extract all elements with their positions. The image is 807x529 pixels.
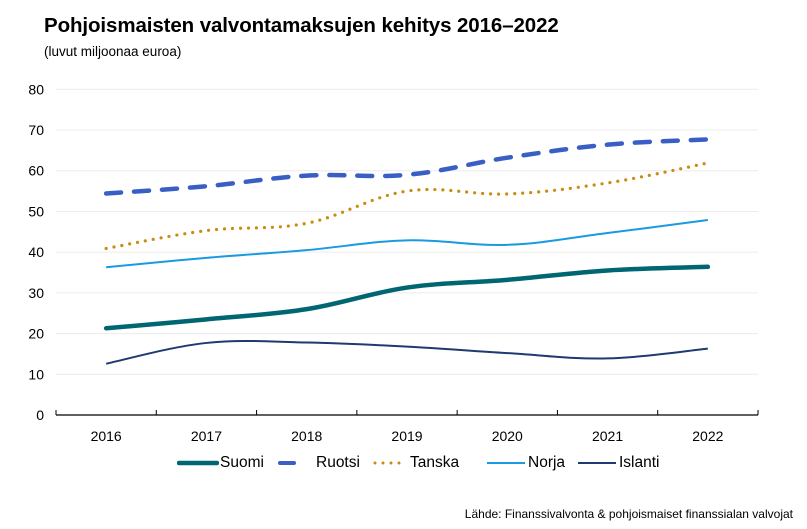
y-axis-tick-labels: 0 10 20 30 40 50 60 70 80 [28, 81, 44, 423]
legend-label-norja: Norja [528, 454, 566, 471]
x-tick-label: 2020 [492, 428, 523, 444]
legend: Suomi Ruotsi Tanska Norja Islanti [0, 452, 807, 474]
legend-swatch-suomi [177, 460, 219, 466]
series-line-suomi [103, 264, 711, 331]
chart-subtitle: (luvut miljoonaa euroa) [44, 44, 182, 59]
x-axis: 2016 2017 2018 2019 2020 2021 2022 [55, 410, 759, 444]
y-tick-label: 10 [28, 366, 44, 382]
gridlines [56, 88, 758, 375]
legend-label-suomi: Suomi [220, 454, 264, 471]
legend-item-islanti: Islanti [576, 452, 660, 474]
x-tick-label: 2016 [91, 428, 122, 444]
series-lines [103, 137, 711, 365]
y-tick-label: 50 [28, 203, 44, 219]
y-tick-label: 20 [28, 326, 44, 342]
source-note: Lähde: Finanssivalvonta & pohjoismaiset … [464, 507, 793, 521]
x-tick-label: 2022 [692, 428, 723, 444]
legend-swatch-norja [487, 462, 525, 464]
y-tick-label: 0 [36, 407, 44, 423]
series-line-norja [106, 218, 708, 269]
chart-title: Pohjoismaisten valvontamaksujen kehitys … [44, 14, 559, 37]
series-line-islanti [105, 339, 708, 365]
legend-swatch-ruotsi [278, 461, 296, 465]
legend-item-suomi: Suomi [177, 452, 264, 474]
y-tick-label: 70 [28, 122, 44, 138]
y-tick-label: 80 [28, 81, 44, 97]
x-tick-label: 2017 [191, 428, 222, 444]
x-tick-label: 2019 [391, 428, 422, 444]
legend-label-islanti: Islanti [619, 454, 660, 471]
y-tick-label: 30 [28, 285, 44, 301]
legend-label-ruotsi: Ruotsi [316, 454, 360, 471]
legend-item-tanska: Tanska [371, 452, 459, 474]
legend-item-ruotsi: Ruotsi [272, 452, 360, 474]
series-line-ruotsi [103, 137, 711, 196]
x-tick-label: 2021 [592, 428, 623, 444]
legend-label-tanska: Tanska [410, 454, 460, 471]
legend-swatch-islanti [578, 462, 616, 464]
x-tick-label: 2018 [291, 428, 322, 444]
legend-swatch-tanska [373, 461, 407, 465]
y-tick-label: 40 [28, 244, 44, 260]
legend-item-norja: Norja [485, 452, 565, 474]
y-tick-label: 60 [28, 163, 44, 179]
series-line-tanska [104, 161, 710, 251]
